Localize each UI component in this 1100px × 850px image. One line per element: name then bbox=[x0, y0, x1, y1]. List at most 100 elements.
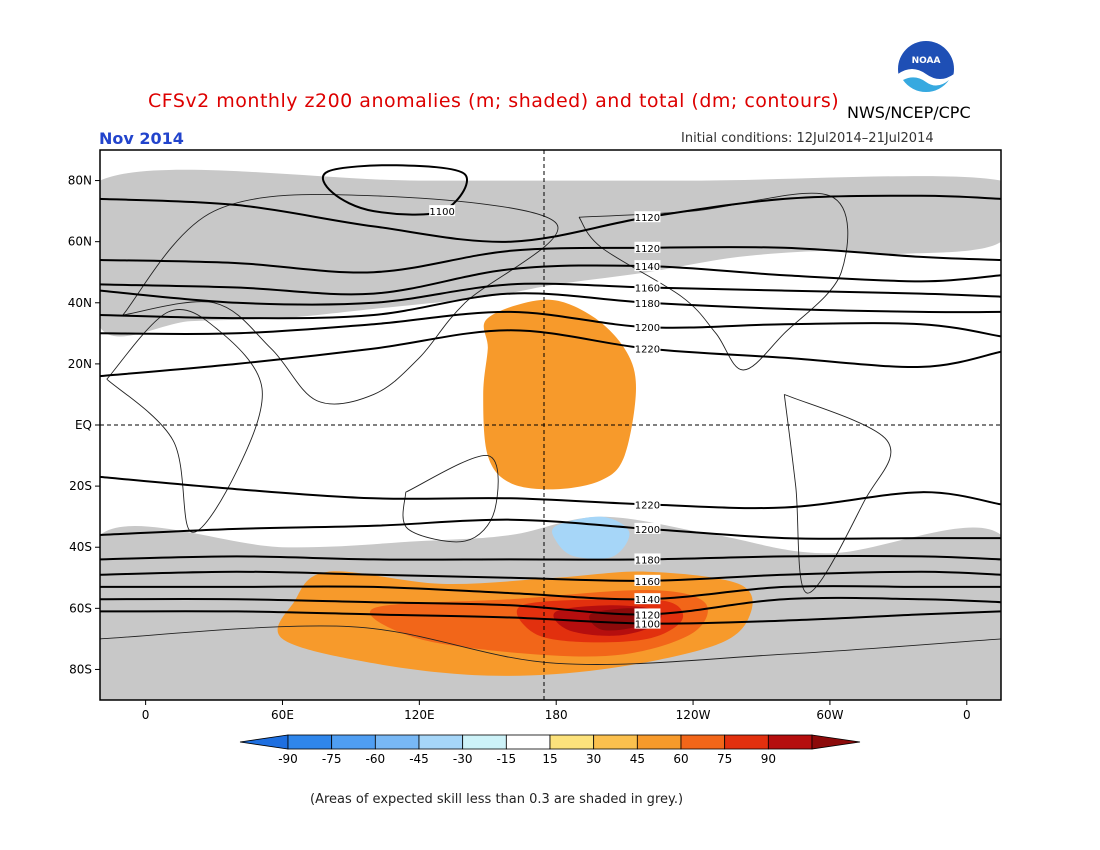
contour-1200 bbox=[100, 518, 1001, 540]
contour-1220 bbox=[100, 475, 1001, 510]
coastline bbox=[783, 393, 892, 594]
colorbar-tick-label: 60 bbox=[673, 752, 688, 766]
contour-label: 1100 bbox=[429, 207, 454, 218]
contour-1120 bbox=[100, 194, 1001, 243]
contour-label-bg bbox=[634, 260, 661, 272]
colorbar-tick-label: 45 bbox=[630, 752, 645, 766]
colorbar-swatch bbox=[418, 734, 464, 750]
contour-label: 1140 bbox=[635, 595, 660, 606]
anomaly-region bbox=[277, 571, 753, 676]
colorbar-tick-label: -45 bbox=[409, 752, 429, 766]
agency-label: NWS/NCEP/CPC bbox=[847, 103, 971, 122]
contour-label-bg bbox=[634, 342, 661, 354]
contour-label-bg bbox=[634, 522, 661, 534]
colorbar-swatch bbox=[636, 734, 682, 750]
coastline bbox=[578, 192, 849, 371]
contour-label: 1220 bbox=[635, 345, 660, 356]
contour-1140 bbox=[100, 585, 1001, 601]
contour-labels: 1100112011401160118012001220122012001180… bbox=[429, 205, 661, 631]
colorbar-swatch bbox=[593, 734, 638, 750]
colorbar-tick-label: 90 bbox=[761, 752, 776, 766]
colorbar-tick-label: -30 bbox=[453, 752, 473, 766]
map-background bbox=[100, 150, 1001, 700]
coastlines bbox=[100, 192, 1001, 665]
height-contours bbox=[100, 164, 1001, 625]
colorbar-arrow-high bbox=[811, 734, 861, 750]
coastline bbox=[106, 309, 263, 533]
contour-1160 bbox=[100, 570, 1001, 582]
colorbar-tick-label: -75 bbox=[322, 752, 342, 766]
contour-label: 1140 bbox=[635, 262, 660, 273]
contour-1120 bbox=[100, 246, 1001, 274]
anomaly-region bbox=[369, 589, 708, 657]
colorbar-tick-label: 30 bbox=[586, 752, 601, 766]
contour-1160 bbox=[100, 282, 1001, 306]
noaa-logo-text: NOAA bbox=[912, 56, 941, 66]
lon-label: 0 bbox=[963, 708, 971, 722]
contour-label-bg bbox=[634, 321, 661, 333]
contour-label: 1160 bbox=[635, 284, 660, 295]
colorbar-swatch bbox=[549, 734, 595, 750]
contour-1180 bbox=[100, 555, 1001, 561]
contour-1180 bbox=[100, 292, 1001, 320]
anomaly-region bbox=[483, 299, 636, 490]
lon-label: 60E bbox=[271, 708, 294, 722]
contour-label-bg bbox=[634, 498, 661, 510]
contour-label-bg bbox=[634, 574, 661, 586]
chart-title: CFSv2 monthly z200 anomalies (m; shaded)… bbox=[148, 90, 840, 112]
contour-label-bg bbox=[634, 617, 661, 629]
lat-label: 60S bbox=[69, 601, 92, 615]
contour-label-bg bbox=[634, 593, 661, 605]
lon-axis: 0 60E 120E 180 120W 60W 0 bbox=[142, 700, 971, 722]
low-skill-region bbox=[100, 516, 1001, 700]
coastline bbox=[402, 455, 499, 543]
colorbar-arrow-low bbox=[239, 734, 289, 750]
contour-label: 1160 bbox=[635, 577, 660, 588]
lat-label: 20S bbox=[69, 479, 92, 493]
colorbar: -90 -75 -60 -45 -30 -15 15 30 45 60 75 90 bbox=[239, 734, 861, 766]
lat-label: 80N bbox=[68, 174, 92, 188]
initial-conditions: Initial conditions: 12Jul2014–21Jul2014 bbox=[681, 131, 934, 146]
contour-1100 bbox=[100, 610, 1001, 625]
colorbar-tick-label: -60 bbox=[366, 752, 386, 766]
contour-label: 1100 bbox=[635, 620, 660, 631]
low-skill-shading bbox=[100, 169, 1001, 700]
contour-label-bg bbox=[634, 296, 661, 308]
lon-label: 60W bbox=[816, 708, 843, 722]
contour-label: 1120 bbox=[635, 610, 660, 621]
lat-label: EQ bbox=[75, 418, 92, 432]
contour-1100 bbox=[321, 164, 468, 216]
lat-label: 80S bbox=[69, 662, 92, 676]
contour-label: 1180 bbox=[635, 299, 660, 310]
lat-axis: 80N 60N 40N 20N EQ 20S 40S 60S 80S bbox=[68, 174, 100, 676]
contour-label-bg bbox=[634, 211, 661, 223]
anomaly-region bbox=[589, 608, 653, 631]
anomaly-region bbox=[516, 598, 684, 643]
contour-1140 bbox=[100, 264, 1001, 296]
lat-label: 20N bbox=[68, 357, 92, 371]
noaa-logo: NOAA bbox=[898, 41, 954, 98]
colorbar-swatch bbox=[331, 734, 376, 750]
contour-label: 1180 bbox=[635, 555, 660, 566]
low-skill-region bbox=[100, 169, 1001, 337]
contour-label-bg bbox=[429, 205, 456, 217]
contour-label-bg bbox=[634, 553, 661, 565]
colorbar-swatch bbox=[767, 734, 813, 750]
map-frame bbox=[99, 149, 1002, 701]
skill-note: (Areas of expected skill less than 0.3 a… bbox=[310, 792, 684, 807]
colorbar-tick-label: 75 bbox=[717, 752, 732, 766]
contour-label-bg bbox=[634, 241, 661, 253]
contour-1200 bbox=[100, 310, 1001, 338]
contour-label-bg bbox=[634, 608, 661, 620]
contour-label: 1220 bbox=[635, 500, 660, 511]
colorbar-swatch bbox=[505, 734, 551, 750]
contour-1120 bbox=[100, 596, 1001, 616]
forecast-month: Nov 2014 bbox=[99, 129, 184, 148]
contour-label: 1120 bbox=[635, 213, 660, 224]
lat-label: 40S bbox=[69, 540, 92, 554]
lon-label: 120W bbox=[676, 708, 711, 722]
anomaly-region bbox=[553, 605, 662, 636]
anomaly-shading bbox=[277, 299, 753, 676]
colorbar-swatch bbox=[680, 734, 726, 750]
